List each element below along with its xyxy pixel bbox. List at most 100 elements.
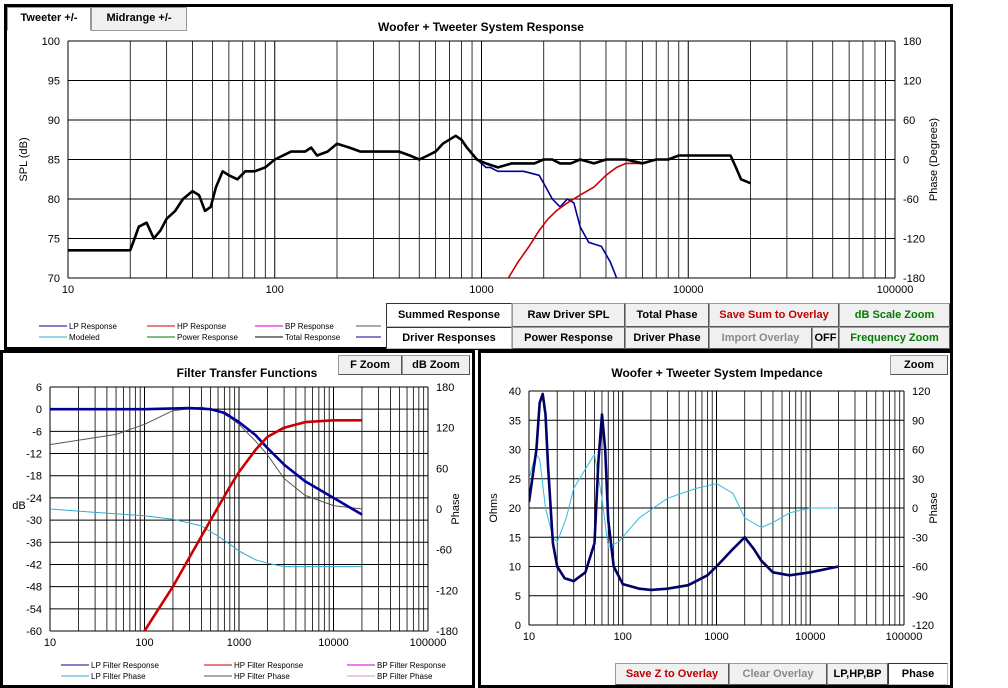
- y2-axis-label: Phase: [450, 493, 462, 524]
- filter-db-zoom-button[interactable]: dB Zoom: [402, 355, 470, 375]
- y-tick-label: 15: [509, 532, 521, 544]
- y2-axis-label: Phase: [928, 492, 940, 523]
- system-impedance-chart: 10 100 1000 10000 100000 0 5 10 15 20 25 30 35 40 -120…: [488, 366, 940, 643]
- y-tick-label: 80: [48, 194, 60, 206]
- y2-tick-label: -180: [903, 273, 925, 285]
- y-tick-label: 5: [515, 591, 521, 603]
- y-tick-label: -12: [26, 449, 42, 461]
- y2-tick-label: 0: [903, 155, 909, 167]
- y-tick-label: 70: [48, 273, 60, 285]
- series-line-lp_phase: [50, 508, 362, 568]
- y-tick-label: 10: [509, 562, 521, 574]
- import-overlay-button[interactable]: Import Overlay: [709, 327, 812, 349]
- x-tick-label: 10: [62, 284, 74, 296]
- y-tick-label: -6: [32, 426, 42, 438]
- tab-midrange[interactable]: Midrange +/-: [91, 7, 187, 31]
- y-tick-label: -54: [26, 604, 42, 616]
- legend-label: LP Filter Response: [91, 661, 159, 670]
- chart-title: Filter Transfer Functions: [177, 366, 318, 380]
- chart-title: Woofer + Tweeter System Impedance: [611, 366, 823, 380]
- legend-label: Modeled: [69, 333, 100, 342]
- x-tick-label: 10000: [795, 631, 826, 643]
- driver-responses-button[interactable]: Driver Responses: [386, 327, 512, 349]
- frequency-zoom-button[interactable]: Frequency Zoom: [839, 327, 950, 349]
- y-tick-label: 20: [509, 503, 521, 515]
- summed-response-button[interactable]: Summed Response: [386, 303, 512, 327]
- y2-tick-label: -60: [912, 562, 928, 574]
- y2-tick-label: 60: [436, 463, 448, 475]
- x-tick-label: 100000: [886, 631, 923, 643]
- x-tick-label: 10000: [673, 284, 704, 296]
- y-tick-label: 25: [509, 474, 521, 486]
- legend-label: HP Filter Response: [234, 661, 304, 670]
- y-tick-label: -42: [26, 559, 42, 571]
- y-tick-label: 100: [42, 36, 60, 48]
- legend-label: HP Filter Phase: [234, 672, 290, 681]
- y2-tick-label: 90: [912, 415, 924, 427]
- save-z-to-overlay-button[interactable]: Save Z to Overlay: [615, 663, 729, 685]
- y-tick-label: -30: [26, 515, 42, 527]
- series-line-hp_phase: [50, 406, 362, 510]
- impedance-phase-button[interactable]: Phase: [888, 663, 948, 685]
- x-tick-label: 100: [266, 284, 284, 296]
- y2-tick-label: 0: [912, 503, 918, 515]
- driver-phase-button[interactable]: Driver Phase: [625, 327, 709, 349]
- filter-f-zoom-button[interactable]: F Zoom: [338, 355, 402, 375]
- system-impedance-panel: 10 100 1000 10000 100000 0 5 10 15 20 25 30 35 40 -120…: [478, 350, 953, 688]
- y2-tick-label: -60: [436, 545, 452, 557]
- y-tick-label: -24: [26, 493, 42, 505]
- y-tick-label: 85: [48, 155, 60, 167]
- raw-driver-spl-button[interactable]: Raw Driver SPL: [512, 303, 625, 327]
- y2-tick-label: -120: [436, 585, 458, 597]
- total-phase-button[interactable]: Total Phase: [625, 303, 709, 327]
- y2-tick-label: -120: [912, 620, 934, 632]
- x-tick-label: 100000: [410, 637, 447, 649]
- y-tick-label: 0: [36, 404, 42, 416]
- x-tick-label: 1000: [227, 637, 251, 649]
- y-tick-label: -48: [26, 582, 42, 594]
- db-scale-zoom-button[interactable]: dB Scale Zoom: [839, 303, 950, 327]
- filter-transfer-chart: 10 100 1000 10000 10000060-6-12-18-24-30-36-…: [12, 366, 462, 681]
- y-tick-label: -36: [26, 537, 42, 549]
- legend-label: BP Response: [285, 322, 334, 331]
- legend-label: BP Filter Phase: [377, 672, 433, 681]
- y-tick-label: -60: [26, 626, 42, 638]
- filter-transfer-panel: 10 100 1000 10000 100000 6 0 -6 -12 -18 -24 -30 -36-…: [0, 350, 475, 688]
- y-tick-label: 35: [509, 415, 521, 427]
- y2-axis-label: Phase (Degrees): [928, 118, 940, 201]
- y2-tick-label: 120: [436, 423, 454, 435]
- legend-label: LP Filter Phase: [91, 672, 146, 681]
- y2-tick-label: -180: [436, 626, 458, 638]
- system-response-panel: 10 100 1000 10000 100000 70 75 80 85 90 95 100 -180 -…: [4, 4, 953, 350]
- lp-hp-bp-button[interactable]: LP,HP,BP: [827, 663, 888, 685]
- x-tick-label: 1000: [469, 284, 493, 296]
- series-line-impedance: [529, 392, 839, 592]
- impedance-zoom-button[interactable]: Zoom: [890, 355, 948, 375]
- legend-label: LP Response: [69, 322, 117, 331]
- save-sum-to-overlay-button[interactable]: Save Sum to Overlay: [709, 303, 839, 327]
- y2-tick-label: 120: [903, 76, 921, 88]
- series-line-hp_resp: [143, 419, 362, 631]
- tab-tweeter[interactable]: Tweeter +/-: [7, 7, 91, 31]
- overlay-off-button[interactable]: OFF: [812, 327, 839, 349]
- series-line-lp_resp: [50, 406, 363, 516]
- y-axis-label: Ohms: [488, 493, 500, 523]
- y2-tick-label: -60: [903, 194, 919, 206]
- y-tick-label: 30: [509, 445, 521, 457]
- y2-tick-label: 60: [912, 445, 924, 457]
- y2-tick-label: 30: [912, 474, 924, 486]
- clear-overlay-button[interactable]: Clear Overlay: [729, 663, 827, 685]
- power-response-button[interactable]: Power Response: [512, 327, 625, 349]
- series-line-lp: [476, 158, 618, 278]
- y2-tick-label: -120: [903, 234, 925, 246]
- y-tick-label: -18: [26, 471, 42, 483]
- y2-tick-label: 60: [903, 115, 915, 127]
- system-response-chart: 10 100 1000 10000 100000 70 75 80 85 90 95 100 -180 -…: [18, 20, 940, 342]
- x-tick-label: 100: [135, 637, 153, 649]
- legend-label: Power Response: [177, 333, 238, 342]
- y-tick-label: 40: [509, 386, 521, 398]
- series-line-total: [68, 134, 751, 252]
- series-line-imp_phase: [529, 453, 839, 548]
- y-tick-label: 6: [36, 382, 42, 394]
- x-tick-label: 100000: [877, 284, 914, 296]
